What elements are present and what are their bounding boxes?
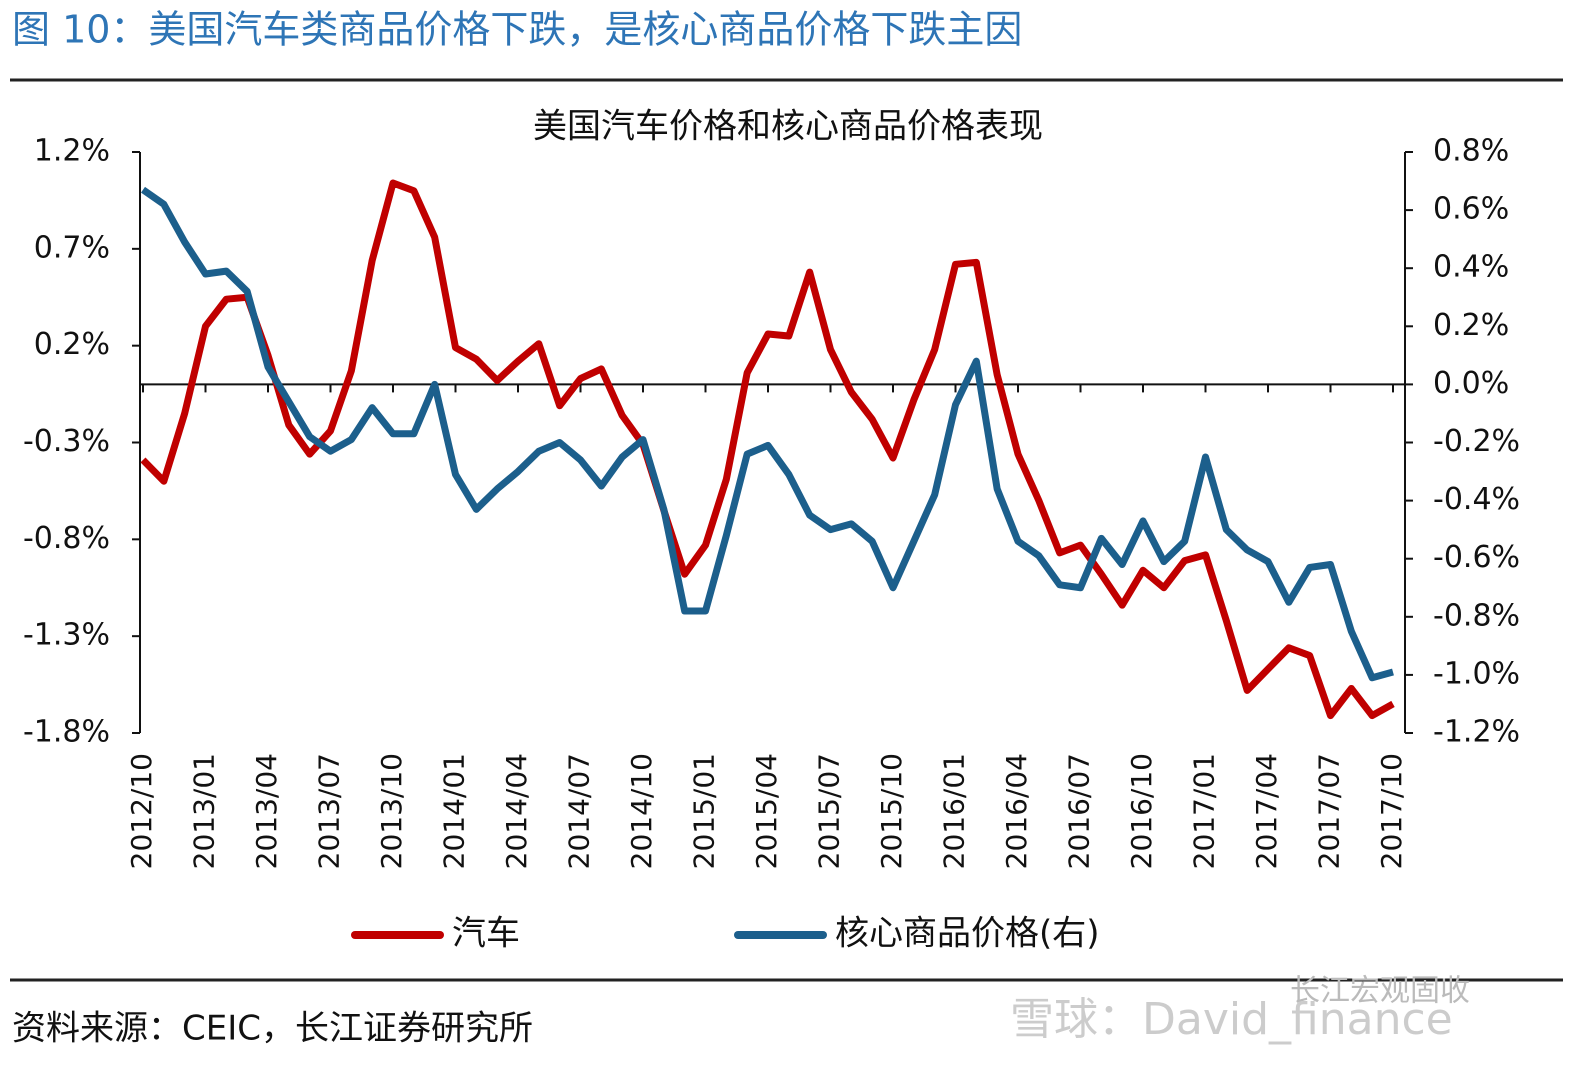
x-tick-label: 2015/04 xyxy=(750,753,783,869)
x-tick-label: 2016/10 xyxy=(1125,753,1158,869)
y2-tick-label: 0.8% xyxy=(1433,134,1509,169)
legend-label: 核心商品价格(右) xyxy=(835,914,1100,954)
header-title: 图 10：美国汽车类商品价格下跌，是核心商品价格下跌主因 xyxy=(12,8,1022,52)
chart-title: 美国汽车价格和核心商品价格表现 xyxy=(533,107,1043,147)
x-tick-label: 2013/07 xyxy=(313,753,346,869)
y2-tick-label: -0.4% xyxy=(1433,482,1520,517)
x-tick-label: 2017/01 xyxy=(1188,753,1221,869)
y2-tick-label: 0.2% xyxy=(1433,308,1509,343)
x-tick-label: 2017/07 xyxy=(1313,753,1346,869)
x-tick-label: 2014/01 xyxy=(438,753,471,869)
x-tick-label: 2013/01 xyxy=(188,753,221,869)
x-tick-label: 2013/10 xyxy=(375,753,408,869)
x-tick-label: 2014/07 xyxy=(563,753,596,869)
x-tick-label: 2017/10 xyxy=(1375,753,1408,869)
y2-tick-label: -0.6% xyxy=(1433,540,1520,575)
y-tick-label: -0.3% xyxy=(23,424,110,459)
watermark: 雪球：David_finance xyxy=(1010,994,1453,1045)
y-tick-label: -1.8% xyxy=(23,715,110,750)
y-tick-label: 1.2% xyxy=(34,134,110,169)
y2-tick-label: 0.6% xyxy=(1433,192,1509,227)
y-tick-label: 0.7% xyxy=(34,230,110,265)
y2-tick-label: -1.2% xyxy=(1433,715,1520,750)
y2-tick-label: -0.2% xyxy=(1433,424,1520,459)
y2-tick-label: 0.4% xyxy=(1433,250,1509,285)
y-tick-label: -0.8% xyxy=(23,521,110,556)
x-tick-label: 2014/04 xyxy=(500,753,533,869)
x-tick-label: 2017/04 xyxy=(1250,753,1283,869)
x-tick-label: 2014/10 xyxy=(625,753,658,869)
x-tick-label: 2016/04 xyxy=(1000,753,1033,869)
y2-tick-label: -1.0% xyxy=(1433,656,1520,691)
series-line xyxy=(140,186,1394,682)
y2-tick-label: -0.8% xyxy=(1433,598,1520,633)
series-line xyxy=(140,179,1395,720)
x-tick-label: 2015/01 xyxy=(688,753,721,869)
x-tick-label: 2015/10 xyxy=(875,753,908,869)
x-tick-label: 2015/07 xyxy=(813,753,846,869)
watermark: 长江宏观固收 xyxy=(1290,974,1470,1009)
x-tick-label: 2016/07 xyxy=(1063,753,1096,869)
source: 资料来源：CEIC，长江证券研究所 xyxy=(12,1009,533,1049)
x-tick-label: 2016/01 xyxy=(938,753,971,869)
legend-label: 汽车 xyxy=(452,914,520,954)
x-tick-label: 2013/04 xyxy=(250,753,283,869)
x-tick-label: 2012/10 xyxy=(125,753,158,869)
y-tick-label: -1.3% xyxy=(23,618,110,653)
y2-tick-label: 0.0% xyxy=(1433,366,1509,401)
y-tick-label: 0.2% xyxy=(34,327,110,362)
